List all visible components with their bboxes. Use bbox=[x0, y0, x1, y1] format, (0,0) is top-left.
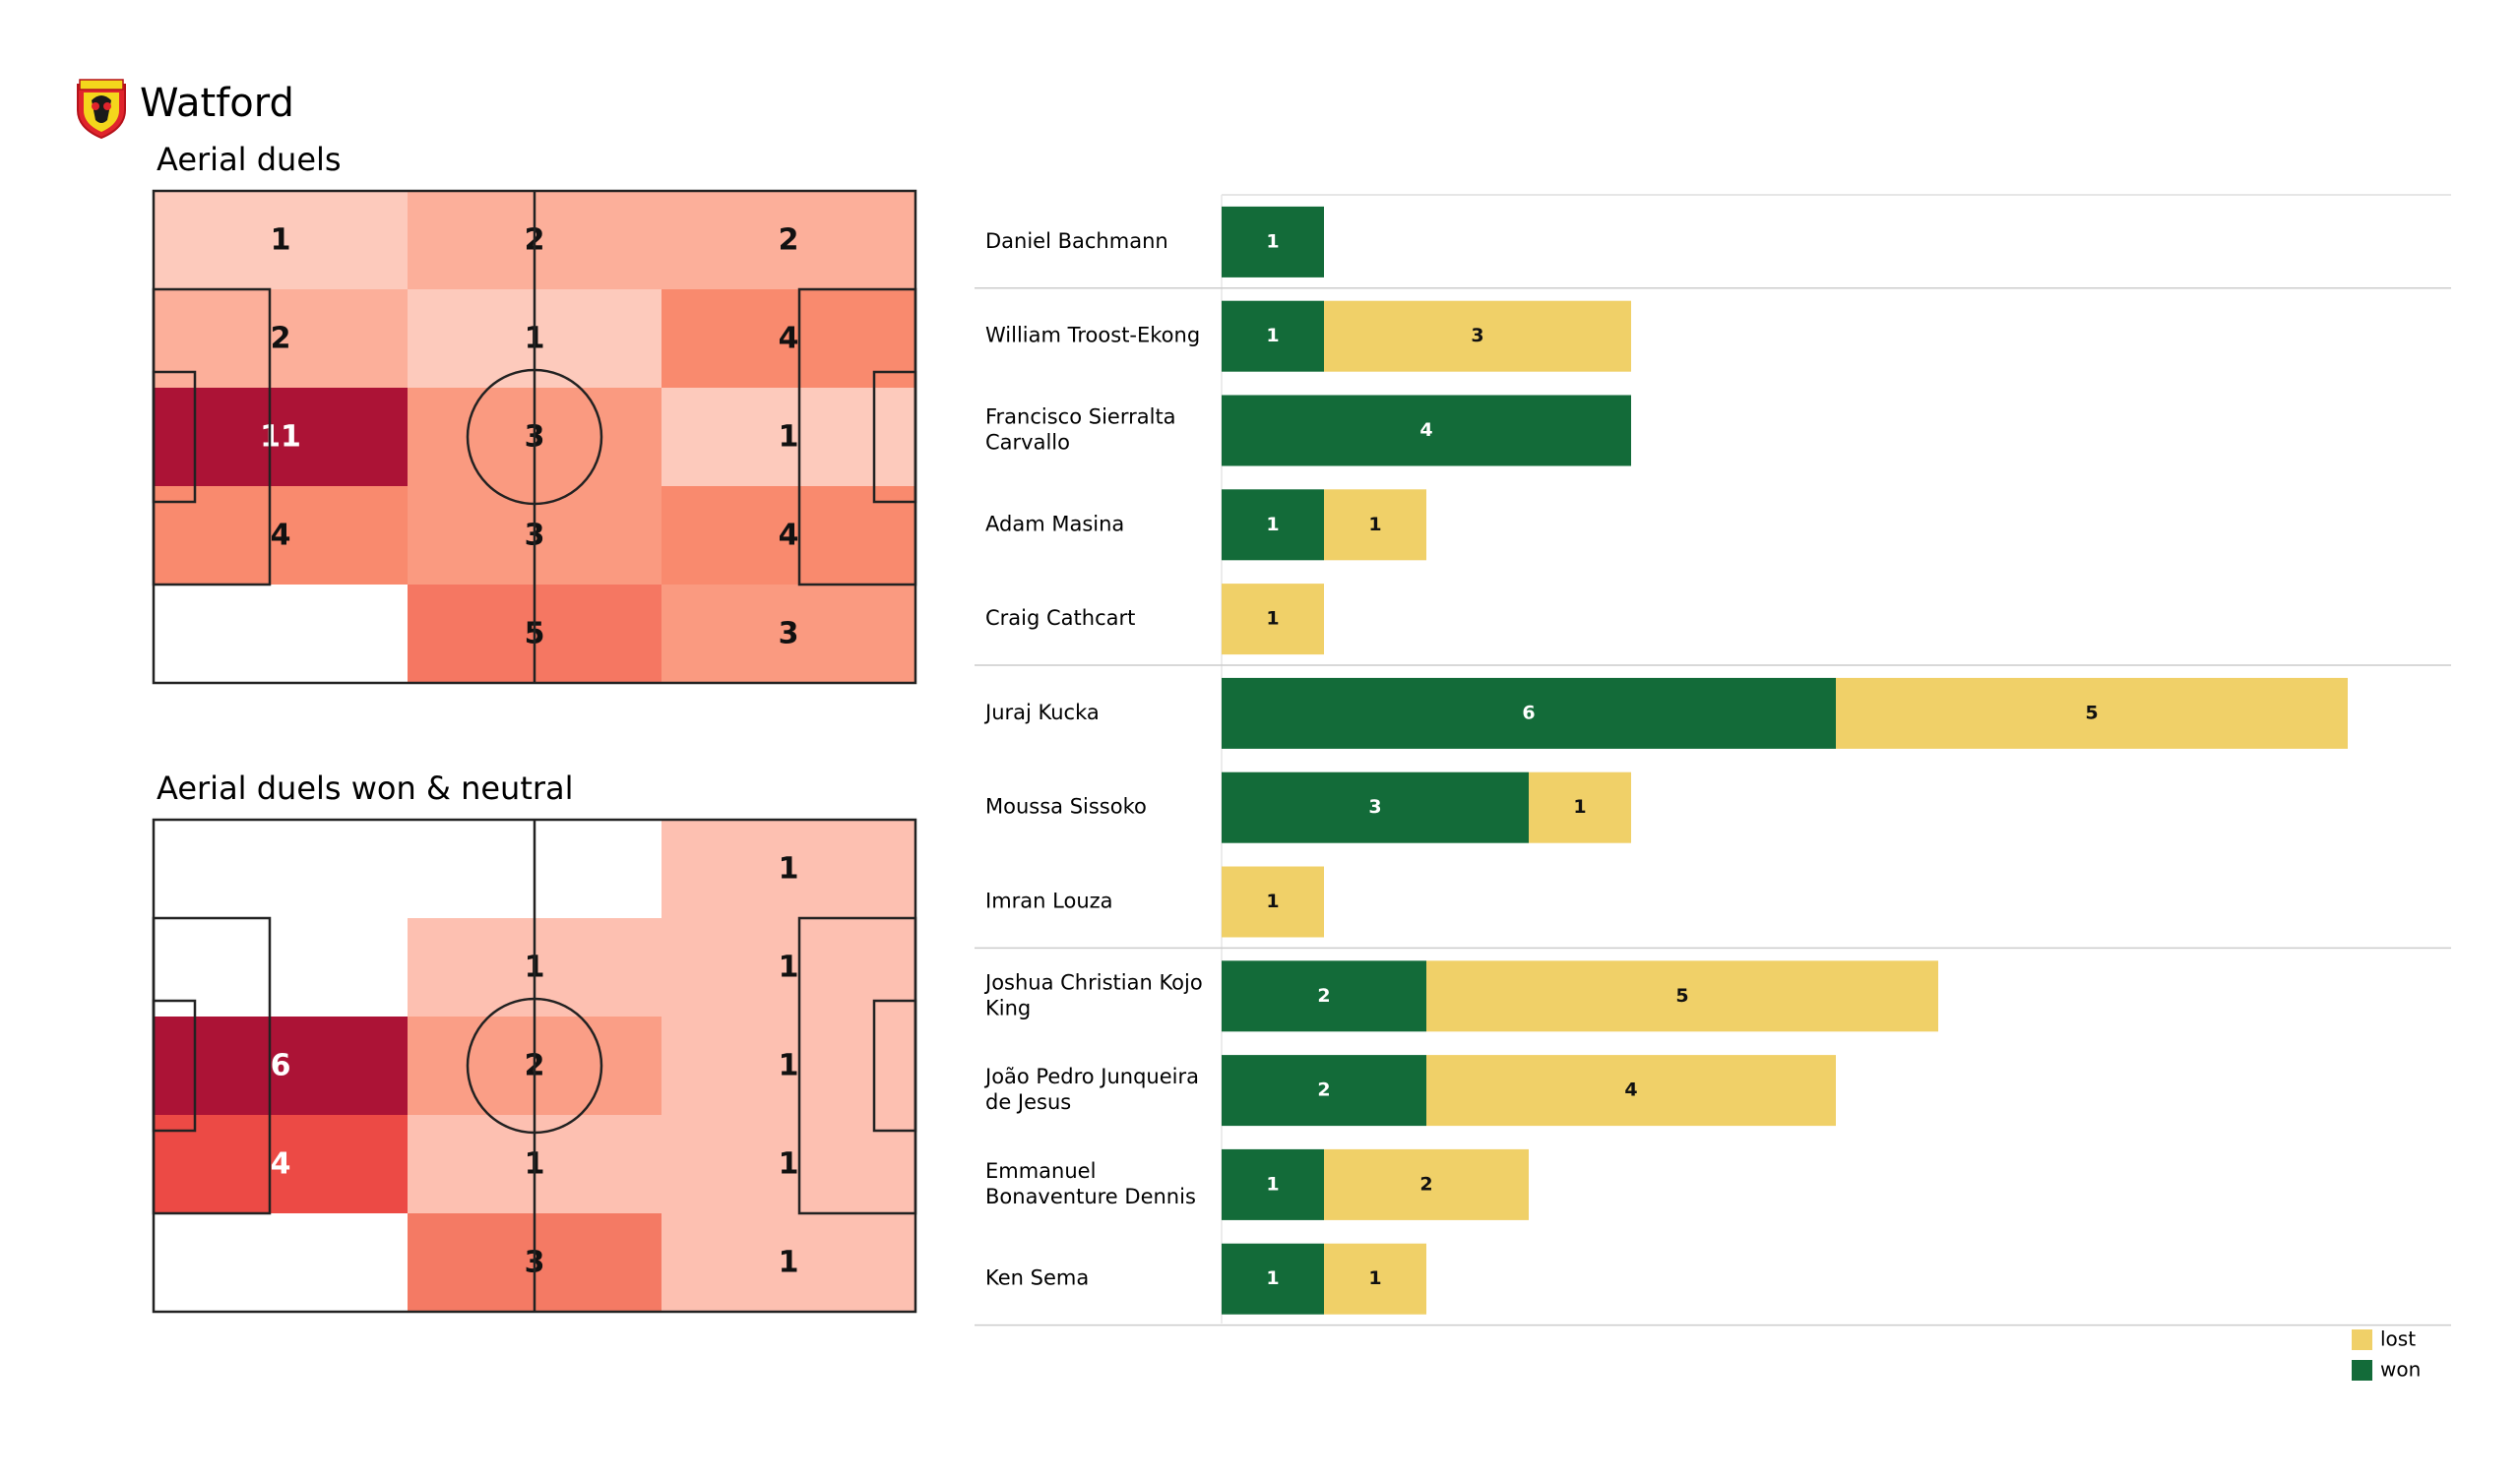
heatmap-cell bbox=[154, 820, 408, 918]
won-bar bbox=[1222, 960, 1426, 1032]
heatmap-cell-value: 4 bbox=[271, 1147, 291, 1182]
legend-swatch-won bbox=[2352, 1360, 2372, 1381]
lost-bar bbox=[1324, 1243, 1426, 1315]
heatmap-cell bbox=[662, 820, 915, 918]
right-six-yard-box bbox=[872, 999, 917, 1133]
heatmap-cell-value: 4 bbox=[271, 519, 291, 553]
won-bar bbox=[1222, 300, 1324, 372]
player-name: Emmanuel Bonaventure Dennis bbox=[985, 1159, 1196, 1208]
won-bar-label: 1 bbox=[1266, 230, 1279, 252]
lost-bar-label: 5 bbox=[1675, 985, 1688, 1007]
lost-bar bbox=[1222, 866, 1324, 938]
lost-bar bbox=[1426, 1055, 1836, 1127]
centre-circle bbox=[466, 368, 603, 506]
won-bar-label: 2 bbox=[1317, 1079, 1330, 1101]
heatmap-cell-value: 11 bbox=[260, 420, 301, 455]
heatmap-cell-value: 4 bbox=[779, 322, 799, 356]
won-bar-label: 1 bbox=[1266, 1267, 1279, 1289]
lost-bar-label: 2 bbox=[1419, 1173, 1432, 1195]
won-bar-label: 4 bbox=[1419, 419, 1432, 441]
player-name: Daniel Bachmann bbox=[985, 229, 1168, 253]
aerial-duels-heatmap: 1 2 22 1 411 3 14 3 45 3 bbox=[152, 189, 917, 685]
watford-badge-icon bbox=[77, 79, 126, 140]
lost-bar-label: 4 bbox=[1624, 1079, 1637, 1101]
lost-bar-label: 1 bbox=[1266, 891, 1279, 912]
lost-bar bbox=[1529, 771, 1631, 843]
legend-label-won: won bbox=[2380, 1358, 2421, 1382]
heatmap-cell-value: 1 bbox=[779, 852, 799, 887]
heatmap-cell bbox=[154, 1213, 408, 1312]
lost-bar-label: 1 bbox=[1368, 514, 1381, 535]
heatmap-cell-value: 1 bbox=[271, 223, 291, 258]
lost-bar-label: 1 bbox=[1368, 1267, 1381, 1289]
player-name: João Pedro Junqueira de Jesus bbox=[983, 1065, 1199, 1114]
player-name: Juraj Kucka bbox=[983, 701, 1100, 724]
pitch-markings bbox=[152, 189, 917, 685]
heatmap-cell-value: 4 bbox=[779, 519, 799, 553]
won-bar-label: 6 bbox=[1522, 702, 1535, 723]
won-bar-label: 1 bbox=[1266, 325, 1279, 346]
player-name: Moussa Sissoko bbox=[985, 795, 1147, 819]
right-six-yard-box bbox=[872, 370, 917, 504]
player-name: Joshua Christian Kojo King bbox=[983, 970, 1203, 1019]
heatmap-cell-value: 1 bbox=[779, 951, 799, 985]
heatmap-cell-value: 2 bbox=[779, 223, 799, 258]
won-bar bbox=[1222, 1055, 1426, 1127]
heatmap-cell-value: 6 bbox=[271, 1049, 291, 1083]
won-bar bbox=[1222, 771, 1529, 843]
won-bar-label: 1 bbox=[1266, 514, 1279, 535]
pitch-markings bbox=[152, 818, 917, 1314]
lost-bar-label: 3 bbox=[1471, 325, 1483, 346]
left-six-yard-box bbox=[152, 999, 197, 1133]
heatmap-cell-value: 1 bbox=[779, 420, 799, 455]
won-bar bbox=[1222, 395, 1631, 466]
won-bar bbox=[1222, 1243, 1324, 1315]
won-bar bbox=[1222, 677, 1836, 749]
won-bar bbox=[1222, 1148, 1324, 1220]
heatmap-cell bbox=[154, 191, 408, 289]
won-bar bbox=[1222, 489, 1324, 561]
heatmap-cell bbox=[154, 585, 408, 683]
player-name: William Troost-Ekong bbox=[985, 324, 1200, 347]
won-bar-label: 2 bbox=[1317, 985, 1330, 1007]
left-six-yard-box bbox=[152, 370, 197, 504]
player-name: Adam Masina bbox=[985, 512, 1124, 535]
heatmap-cell-value: 3 bbox=[779, 617, 799, 651]
lost-bar bbox=[1222, 584, 1324, 655]
player-name: Craig Cathcart bbox=[985, 606, 1135, 630]
heatmap-cell-value: 1 bbox=[779, 1049, 799, 1083]
lost-bar-label: 1 bbox=[1266, 608, 1279, 630]
team-name: Watford bbox=[140, 81, 294, 126]
won-bar bbox=[1222, 206, 1324, 278]
heatmap-cell-value: 1 bbox=[779, 1147, 799, 1182]
legend: lost won bbox=[2352, 1327, 2421, 1382]
heatmap-cell bbox=[662, 585, 915, 683]
won-bar-label: 1 bbox=[1266, 1173, 1279, 1195]
legend-swatch-lost bbox=[2352, 1329, 2372, 1350]
heatmap-cell-value: 2 bbox=[271, 322, 291, 356]
lost-bar bbox=[1324, 1148, 1529, 1220]
legend-label-lost: lost bbox=[2380, 1327, 2416, 1351]
player-name: Francisco Sierralta Carvallo bbox=[985, 404, 1176, 454]
lost-bar-label: 1 bbox=[1573, 796, 1586, 818]
pitch-title-aerial-duels-won-neutral: Aerial duels won & neutral bbox=[157, 770, 574, 807]
heatmap-cell-value: 1 bbox=[779, 1246, 799, 1280]
lost-bar bbox=[1836, 677, 2348, 749]
pitch-title-aerial-duels: Aerial duels bbox=[157, 141, 342, 178]
lost-bar bbox=[1426, 960, 1938, 1032]
won-bar-label: 3 bbox=[1368, 796, 1381, 818]
heatmap-cell bbox=[662, 191, 915, 289]
lost-bar bbox=[1324, 489, 1426, 561]
aerial-duels-won-neutral-heatmap: 11 16 2 14 1 13 1 bbox=[152, 818, 917, 1314]
player-name: Imran Louza bbox=[985, 890, 1113, 913]
heatmap-cell bbox=[662, 1213, 915, 1312]
player-name: Ken Sema bbox=[985, 1266, 1089, 1290]
centre-circle bbox=[466, 997, 603, 1135]
lost-bar bbox=[1324, 300, 1631, 372]
lost-bar-label: 5 bbox=[2085, 702, 2098, 723]
